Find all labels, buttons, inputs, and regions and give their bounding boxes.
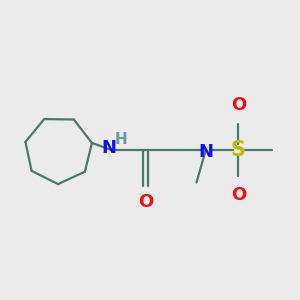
Text: O: O <box>138 194 153 211</box>
Text: H: H <box>115 132 128 147</box>
Text: S: S <box>231 140 246 160</box>
Text: O: O <box>231 96 246 114</box>
Text: N: N <box>102 140 117 158</box>
Text: N: N <box>198 142 213 160</box>
Text: O: O <box>231 186 246 204</box>
